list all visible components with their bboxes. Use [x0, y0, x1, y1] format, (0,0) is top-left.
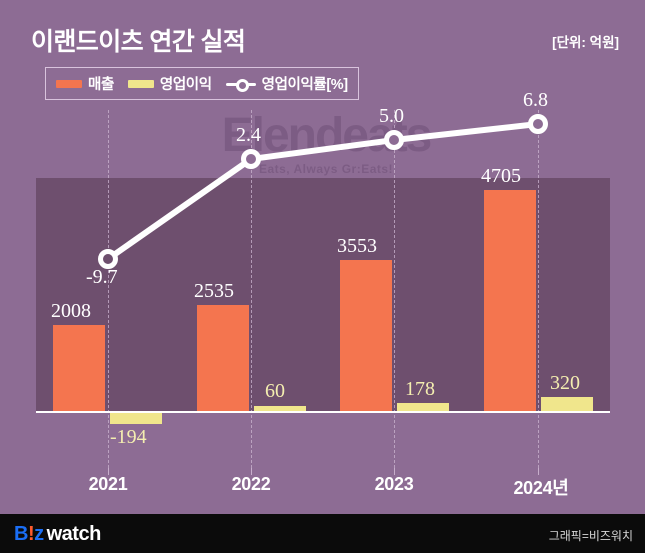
bar-label-revenue-2023: 3553 [337, 235, 377, 257]
chart-legend: 매출 영업이익 영업이익률[%] [45, 67, 359, 100]
axis-tick-2022 [251, 468, 252, 475]
line-label-2021: -9.7 [86, 266, 118, 288]
legend-swatch-operating-profit [127, 79, 154, 88]
line-label-2023: 5.0 [379, 105, 404, 127]
footer-bar: B!z watch 그래픽=비즈워치 [0, 514, 645, 553]
gridline-2023 [394, 110, 395, 468]
graphic-credit: 그래픽=비즈워치 [548, 529, 633, 543]
logo-letter-b: B [14, 523, 28, 545]
legend-label-operating-margin: 영업이익률[%] [261, 77, 348, 93]
legend-item-operating-profit: 영업이익 [127, 73, 212, 94]
gridline-2024 [538, 110, 539, 468]
axis-tick-2023 [394, 468, 395, 475]
bar-operating-profit-2021 [110, 413, 162, 424]
logo-letter-z: z [34, 523, 44, 545]
bizwatch-logo: B!z watch [14, 523, 101, 546]
watermark: Elendeats Eats, Always Gr:Eats! [176, 109, 476, 177]
bar-label-revenue-2022: 2535 [194, 280, 234, 302]
axis-tick-2021 [108, 468, 109, 475]
bar-label-operating-profit-2023: 178 [405, 378, 435, 400]
bar-revenue-2024 [484, 190, 536, 412]
bar-label-revenue-2021: 2008 [51, 300, 91, 322]
legend-item-revenue: 매출 [56, 73, 114, 94]
line-label-2024: 6.8 [523, 89, 548, 111]
legend-label-operating-profit: 영업이익 [159, 77, 212, 93]
legend-item-operating-margin: 영업이익률[%] [225, 73, 348, 94]
legend-label-revenue: 매출 [88, 77, 114, 93]
axis-baseline [36, 411, 610, 413]
bar-revenue-2023 [340, 260, 392, 412]
axis-label-2022: 2022 [231, 474, 271, 494]
axis-label-2024: 2024년 [513, 478, 569, 498]
bar-label-operating-profit-2021: -194 [110, 426, 147, 448]
axis-label-2021: 2021 [88, 474, 128, 494]
line-label-2022: 2.4 [236, 124, 261, 146]
bar-revenue-2022 [197, 305, 249, 412]
bar-revenue-2021 [53, 325, 105, 412]
line-marker-icon [225, 77, 256, 92]
logo-exclamation-icon: ! [27, 523, 35, 545]
page-title: 이랜드이츠 연간 실적 [31, 28, 246, 56]
bar-label-operating-profit-2022: 60 [265, 380, 285, 402]
logo-word-watch: watch [46, 523, 102, 545]
watermark-main-text: Elendeats [221, 109, 433, 162]
gridline-2022 [251, 110, 252, 468]
bar-operating-profit-2024 [541, 397, 593, 412]
gridline-2021 [108, 110, 109, 468]
axis-tick-2024 [538, 468, 539, 475]
unit-label: [단위: 억원] [552, 35, 619, 50]
bar-operating-profit-2023 [397, 403, 449, 412]
axis-label-2023: 2023 [374, 474, 414, 494]
bar-label-revenue-2024: 4705 [481, 165, 521, 187]
bar-operating-profit-2022 [254, 406, 306, 412]
watermark-sub-text: Eats, Always Gr:Eats! [258, 162, 394, 176]
legend-swatch-revenue [56, 79, 82, 88]
bar-label-operating-profit-2024: 320 [550, 372, 580, 394]
